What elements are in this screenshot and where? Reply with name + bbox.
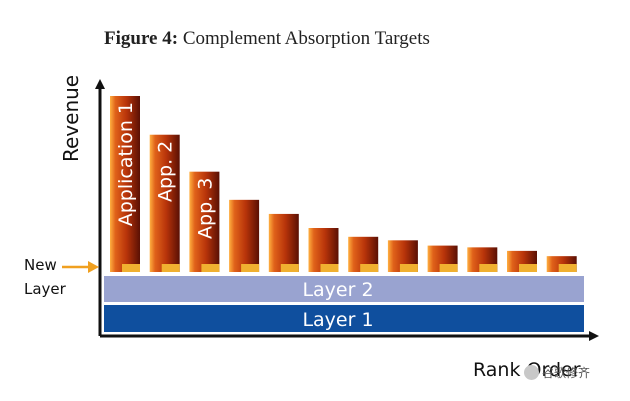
bar-new-layer-segment <box>201 264 220 272</box>
bar-10 <box>467 247 498 272</box>
bar-5 <box>268 213 299 272</box>
figure-label: Figure 4: <box>104 28 179 49</box>
watermark-text: 谷歌修齐 <box>542 366 591 380</box>
new-layer-label-line1: New <box>24 256 57 274</box>
y-axis-label: Revenue <box>59 75 83 162</box>
bar-1: Application 1 <box>110 96 140 272</box>
bar-7 <box>348 236 379 272</box>
bar-new-layer-segment <box>241 264 260 272</box>
bar-new-layer-segment <box>399 264 418 272</box>
figure-title: Figure 4: Complement Absorption Targets <box>104 28 430 50</box>
bar-new-layer-segment <box>519 264 537 272</box>
bar-new-layer-segment <box>320 264 339 272</box>
bar-4 <box>229 199 260 272</box>
bar-rect <box>149 134 180 272</box>
bar-8 <box>387 240 418 272</box>
bar-rect <box>268 213 299 272</box>
figure-title-text: Complement Absorption Targets <box>182 28 430 49</box>
bar-9 <box>427 245 458 272</box>
bar-new-layer-segment <box>360 264 379 272</box>
bar-6 <box>308 228 339 272</box>
bar-3: App. 3 <box>189 171 220 272</box>
bar-12 <box>546 256 577 272</box>
bar-rect <box>110 96 140 272</box>
bar-2: App. 2 <box>149 134 180 272</box>
bar-rect <box>189 171 220 272</box>
layer2-label: Layer 2 <box>302 279 373 301</box>
bar-11 <box>507 250 537 272</box>
bar-new-layer-segment <box>280 264 299 272</box>
bar-label: App. 2 <box>155 141 177 202</box>
watermark: 谷歌修齐 <box>524 364 590 381</box>
bar-label: Application 1 <box>115 102 137 226</box>
layer1-label: Layer 1 <box>302 309 373 331</box>
new-layer-arrow-icon <box>88 261 99 273</box>
wechat-icon <box>524 365 539 380</box>
bar-new-layer-segment <box>161 264 180 272</box>
bars-group: Application 1 App. 2 App. 3 <box>110 96 577 272</box>
bar-label: App. 3 <box>194 178 216 239</box>
bar-new-layer-segment <box>122 264 140 272</box>
bar-new-layer-segment <box>558 264 577 272</box>
layer1-band <box>104 305 584 332</box>
layer2-band <box>104 276 584 302</box>
new-layer-label-line2: Layer <box>24 280 67 298</box>
bar-rect <box>229 199 260 272</box>
bar-new-layer-segment <box>439 264 458 272</box>
bar-new-layer-segment <box>479 264 498 272</box>
